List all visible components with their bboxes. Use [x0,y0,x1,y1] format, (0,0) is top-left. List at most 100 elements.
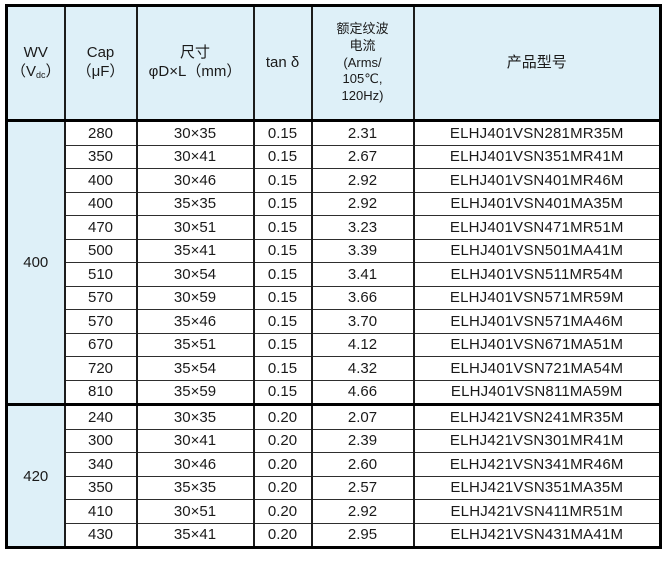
cell-tand: 0.15 [252,309,313,334]
table-row: 470 30×51 0.15 3.23 ELHJ401VSN471MR51M [7,215,662,240]
cell-tand: 0.20 [252,475,313,500]
cell-size: 30×46 [135,452,255,477]
ripple-label-line: 额定纹波 [336,21,389,37]
cell-model: ELHJ421VSN341MR46M [412,452,662,477]
cell-ripple: 2.07 [310,403,415,430]
cell-tand: 0.15 [252,262,313,287]
col-header-ripple: 额定纹波 电流 (Arms/ 105℃, 120Hz) [310,5,415,122]
cell-model: ELHJ401VSN811MA59M [412,379,662,405]
tand-label: tan δ [265,53,300,71]
cell-ripple: 2.31 [310,120,415,146]
cell-model: ELHJ421VSN301MR41M [412,428,662,453]
cell-cap: 570 [63,309,138,334]
ripple-label-line: (Arms/ [343,54,382,70]
table-row: 340 30×46 0.20 2.60 ELHJ421VSN341MR46M [7,452,662,477]
table-row: 720 35×54 0.15 4.32 ELHJ401VSN721MA54M [7,356,662,381]
cell-tand: 0.20 [252,452,313,477]
cell-size: 35×54 [135,356,255,381]
cell-cap: 470 [63,215,138,240]
cell-model: ELHJ401VSN721MA54M [412,356,662,381]
cell-ripple: 2.60 [310,452,415,477]
cell-model: ELHJ401VSN351MR41M [412,144,662,169]
cell-model: ELHJ401VSN571MA46M [412,309,662,334]
cap-label: Cap [86,44,115,62]
cell-ripple: 4.12 [310,332,415,357]
cell-tand: 0.20 [252,522,313,548]
cell-ripple: 3.23 [310,215,415,240]
table-row: 300 30×41 0.20 2.39 ELHJ421VSN301MR41M [7,428,662,453]
spec-table-container: WV （Vdc） Cap （μF） 尺寸 φD×L（mm） tan δ 额定纹波… [5,4,662,549]
cell-tand: 0.15 [252,144,313,169]
cell-model: ELHJ401VSN571MR59M [412,285,662,310]
cell-tand: 0.15 [252,285,313,310]
cell-model: ELHJ401VSN401MA35M [412,191,662,216]
cell-size: 30×54 [135,262,255,287]
cell-tand: 0.15 [252,332,313,357]
cell-model: ELHJ401VSN471MR51M [412,215,662,240]
cell-model: ELHJ401VSN501MA41M [412,238,662,263]
ripple-label-line: 120Hz) [341,87,384,103]
col-header-size: 尺寸 φD×L（mm） [135,5,255,122]
cell-ripple: 2.67 [310,144,415,169]
cell-cap: 340 [63,452,138,477]
cell-cap: 570 [63,285,138,310]
table-row: 670 35×51 0.15 4.12 ELHJ401VSN671MA51M [7,332,662,357]
cell-size: 30×51 [135,499,255,524]
cell-ripple: 2.92 [310,168,415,193]
cell-size: 30×46 [135,168,255,193]
cell-model: ELHJ421VSN411MR51M [412,499,662,524]
table-row: 570 30×59 0.15 3.66 ELHJ401VSN571MR59M [7,285,662,310]
model-label: 产品型号 [506,53,567,71]
cell-tand: 0.15 [252,238,313,263]
cell-cap: 430 [63,522,138,548]
vdc-subscript: dc [35,70,46,80]
cell-model: ELHJ401VSN401MR46M [412,168,662,193]
cell-ripple: 2.95 [310,522,415,548]
cell-size: 30×35 [135,120,255,146]
cell-size: 35×35 [135,191,255,216]
table-row: 400 280 30×35 0.15 2.31 ELHJ401VSN281MR35M [5,120,662,405]
cell-model: ELHJ421VSN431MA41M [412,522,662,548]
cell-size: 30×41 [135,428,255,453]
col-header-wv: WV （Vdc） [5,5,66,122]
cell-model: ELHJ401VSN671MA51M [412,332,662,357]
cell-size: 35×46 [135,309,255,334]
cell-ripple: 3.70 [310,309,415,334]
cell-cap: 240 [63,403,138,430]
cell-ripple: 2.92 [310,499,415,524]
cell-size: 30×35 [135,403,255,430]
cell-ripple: 3.66 [310,285,415,310]
cell-cap: 350 [63,475,138,500]
cell-ripple: 2.39 [310,428,415,453]
cell-cap: 350 [63,144,138,169]
cell-tand: 0.15 [252,120,313,146]
cell-ripple: 3.41 [310,262,415,287]
cell-wv-group: 420 [5,403,66,548]
cell-cap: 810 [63,379,138,405]
table-body: 400 280 30×35 0.15 2.31 ELHJ401VSN281MR35M 350… [5,120,662,548]
table-row: 400 35×35 0.15 2.92 ELHJ401VSN401MA35M [7,191,662,216]
cell-size: 30×41 [135,144,255,169]
cell-size: 35×41 [135,522,255,548]
cell-model: ELHJ401VSN511MR54M [412,262,662,287]
cell-tand: 0.15 [252,356,313,381]
cell-cap: 400 [63,191,138,216]
cell-cap: 280 [63,120,138,146]
cell-tand: 0.15 [252,215,313,240]
cell-size: 30×59 [135,285,255,310]
cell-size: 35×41 [135,238,255,263]
wv-label: WV [23,44,48,62]
table-row: 400 30×46 0.15 2.92 ELHJ401VSN401MR46M [7,168,662,193]
cell-cap: 670 [63,332,138,357]
cell-cap: 410 [63,499,138,524]
ripple-label-line: 105℃, [342,71,383,87]
cell-model: ELHJ401VSN281MR35M [412,120,662,146]
cell-size: 35×51 [135,332,255,357]
cell-model: ELHJ421VSN351MA35M [412,475,662,500]
cell-tand: 0.20 [252,499,313,524]
table-row: 410 30×51 0.20 2.92 ELHJ421VSN411MR51M [7,499,662,524]
cell-tand: 0.15 [252,168,313,193]
table-row: 350 35×35 0.20 2.57 ELHJ421VSN351MA35M [7,475,662,500]
table-row: 430 35×41 0.20 2.95 ELHJ421VSN431MA41M [7,522,662,548]
col-header-cap: Cap （μF） [63,5,138,122]
